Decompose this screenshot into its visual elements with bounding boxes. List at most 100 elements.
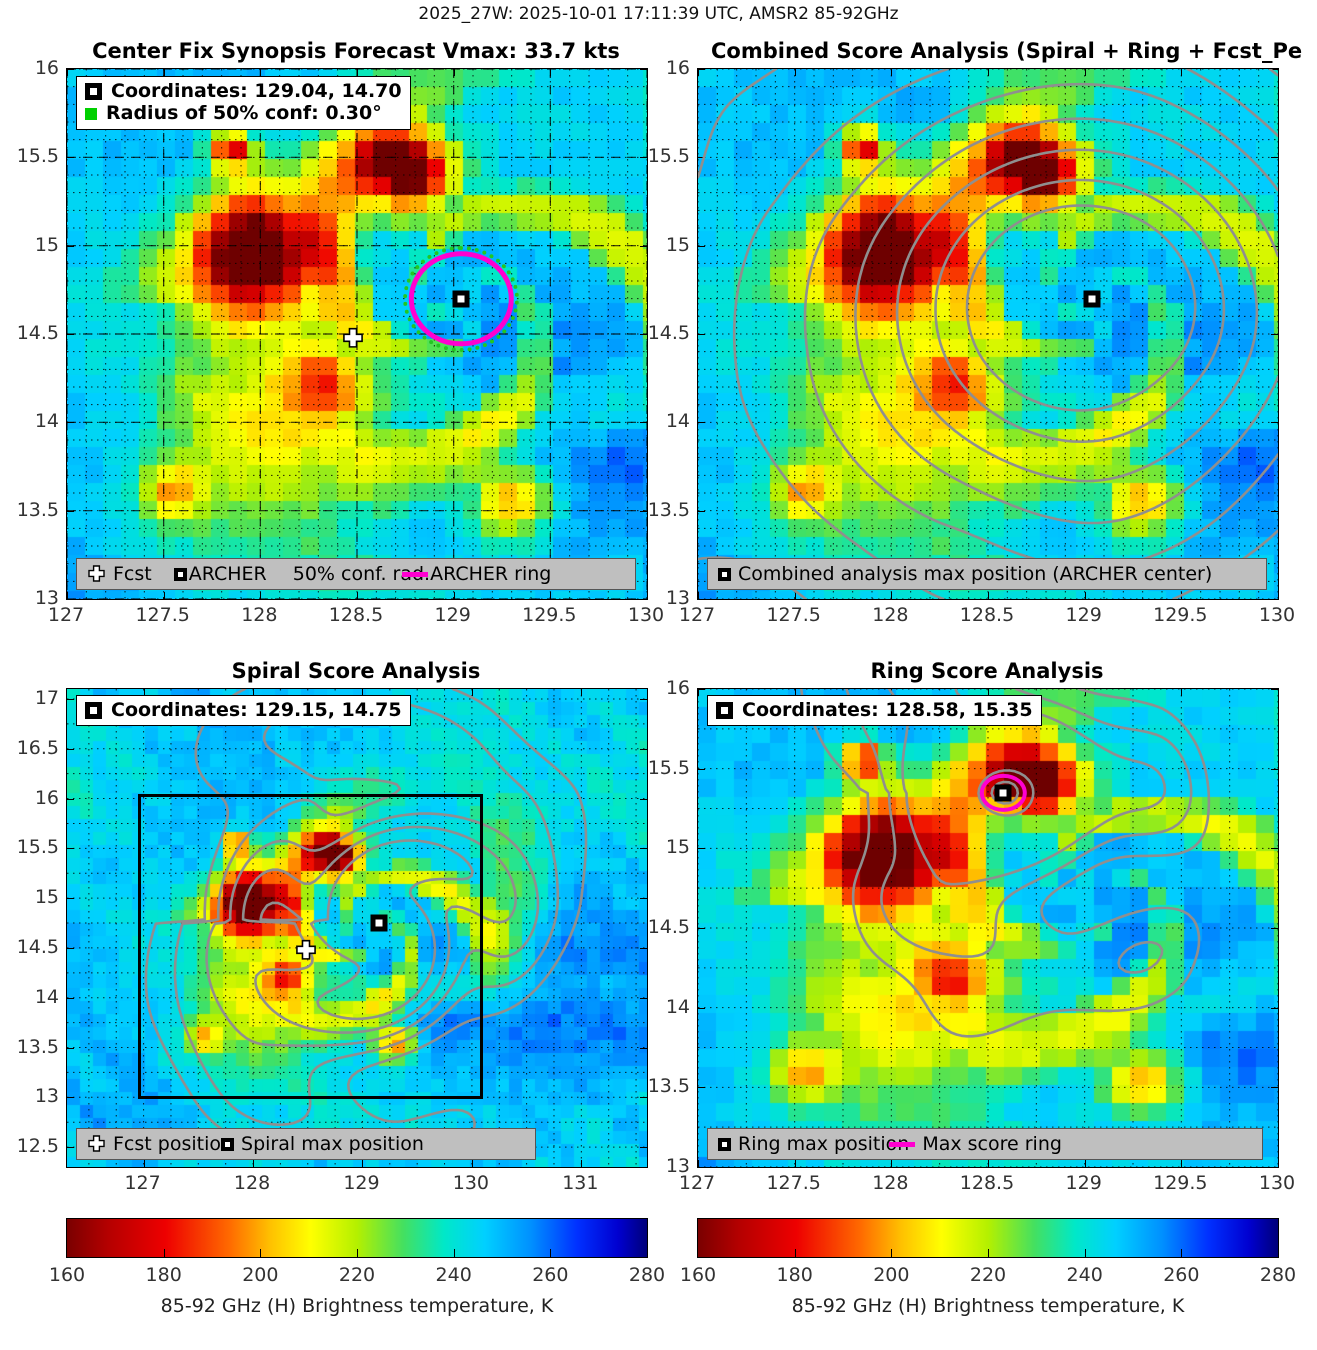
legend-item-max-score-ring: Max score ring (889, 1133, 1062, 1155)
colorbar-tick-label: 220 (969, 1264, 1007, 1286)
y-tick-label: 13 (665, 587, 690, 609)
x-tick-mark (1278, 69, 1279, 76)
panel-combined-title: Combined Score Analysis (Spiral + Ring +… (711, 39, 1303, 63)
y-tick-label: 15 (34, 886, 59, 909)
x-tick-mark (1181, 689, 1183, 696)
y-tick-mark (67, 510, 74, 512)
y-tick-label: 13 (665, 1155, 690, 1177)
ring-max-position-marker (994, 784, 1012, 802)
y-tick-mark (67, 798, 74, 800)
y-tick-mark (698, 69, 705, 70)
x-tick-mark (1084, 592, 1086, 599)
y-tick-label: 16 (34, 786, 59, 809)
y-tick-mark (640, 848, 647, 850)
legend-label-max-score-ring: Max score ring (922, 1133, 1062, 1155)
x-tick-label: 127 (678, 1172, 716, 1194)
y-tick-mark (1271, 599, 1278, 600)
legend-label-fcst-position: Fcst position (113, 1133, 234, 1155)
x-tick-mark (67, 69, 68, 76)
x-tick-label: 127 (47, 604, 85, 626)
y-tick-label: 13.5 (647, 1075, 690, 1098)
panel-center-fix-title: Center Fix Synopsis Forecast Vmax: 33.7 … (92, 39, 620, 63)
spiral-score-axes[interactable] (66, 688, 648, 1168)
colorbar-tick-label: 260 (1163, 1264, 1200, 1286)
x-tick-mark (794, 689, 796, 696)
x-tick-label: 129.5 (522, 604, 577, 626)
y-tick-mark (67, 334, 74, 335)
x-tick-mark (698, 1160, 699, 1167)
x-tick-label: 130 (1258, 604, 1296, 626)
square-marker-icon (716, 701, 733, 719)
x-tick-mark (1084, 69, 1086, 76)
x-tick-label: 128.5 (959, 1172, 1015, 1194)
y-tick-label: 16 (665, 677, 690, 699)
square-marker-icon (221, 1137, 235, 1151)
center-fix-legend: Fcst ARCHER 50% conf. rad. ARCHER ring (76, 558, 636, 590)
panel-spiral-title: Spiral Score Analysis (231, 659, 481, 683)
y-tick-mark (698, 848, 705, 850)
x-tick-mark (891, 69, 893, 76)
x-tick-mark (891, 592, 893, 599)
y-tick-mark (1271, 69, 1278, 70)
colorbar-tick-label: 160 (48, 1264, 86, 1286)
x-tick-label: 130 (452, 1172, 490, 1194)
y-tick-mark (698, 245, 705, 247)
y-tick-mark (67, 1047, 74, 1049)
y-tick-label: 14 (665, 410, 690, 433)
y-tick-mark (640, 698, 647, 700)
y-tick-label: 13 (34, 1085, 59, 1108)
combined-score-axes[interactable] (697, 68, 1279, 600)
spiral-legend: Fcst position Spiral max position (76, 1128, 536, 1160)
x-tick-mark (357, 592, 358, 599)
x-tick-mark (647, 592, 648, 599)
y-tick-mark (67, 1097, 74, 1099)
colorbar-tick-label: 180 (776, 1264, 813, 1286)
y-tick-label: 14.5 (647, 322, 690, 344)
colorbar-tick-mark (988, 1249, 989, 1257)
x-tick-mark (581, 1160, 583, 1167)
x-tick-label: 127.5 (766, 604, 821, 626)
colorbar-tick-mark (453, 1249, 455, 1257)
ring-coordinates: Coordinates: 128.58, 15.35 (742, 699, 1033, 721)
ring-legend: Ring max position Max score ring (707, 1128, 1263, 1160)
y-tick-mark (640, 157, 647, 159)
x-tick-label: 128 (233, 1172, 271, 1194)
square-marker-icon (85, 701, 102, 719)
y-tick-mark (640, 1047, 647, 1049)
y-tick-mark (640, 898, 647, 900)
spiral-infobox: Coordinates: 129.15, 14.75 (76, 695, 411, 727)
y-tick-mark (640, 1097, 647, 1099)
x-tick-label: 130 (1258, 1172, 1296, 1194)
y-tick-mark (1271, 1167, 1278, 1168)
y-tick-mark (67, 947, 74, 949)
x-tick-mark (260, 592, 262, 599)
y-tick-label: 14 (34, 985, 59, 1008)
x-tick-mark (794, 592, 796, 599)
y-tick-label: 14 (665, 995, 690, 1018)
center-fix-axes[interactable] (66, 68, 648, 600)
panel-combined-score: Combined Score Analysis (Spiral + Ring +… (648, 39, 1302, 626)
y-tick-label: 13.5 (16, 1035, 59, 1058)
x-tick-label: 128 (872, 604, 909, 626)
x-tick-mark (794, 69, 796, 76)
x-tick-mark (1278, 689, 1279, 696)
y-tick-mark (698, 928, 705, 929)
y-tick-label: 15.5 (647, 756, 690, 779)
y-tick-mark (1271, 1087, 1278, 1089)
x-tick-label: 127 (678, 604, 716, 626)
x-tick-mark (1278, 592, 1279, 599)
x-tick-mark (471, 689, 473, 696)
x-tick-label: 129 (343, 1172, 380, 1194)
y-tick-label: 15.5 (16, 145, 59, 168)
colorbar-tick-mark (1181, 1249, 1183, 1257)
x-tick-label: 129 (1065, 604, 1102, 626)
panel-center-fix: Center Fix Synopsis Forecast Vmax: 33.7 … (17, 39, 664, 626)
colorbar-left: 85-92 GHz (H) Brightness temperature, K … (49, 1218, 665, 1317)
ring-score-axes[interactable] (697, 688, 1279, 1168)
x-tick-mark (550, 592, 552, 599)
colorbar-tick-label: 280 (628, 1264, 666, 1286)
x-tick-mark (698, 69, 699, 76)
colorbar-tick-label: 200 (873, 1264, 910, 1286)
grid-lines (698, 69, 1278, 599)
cross-marker-icon (87, 1134, 106, 1154)
